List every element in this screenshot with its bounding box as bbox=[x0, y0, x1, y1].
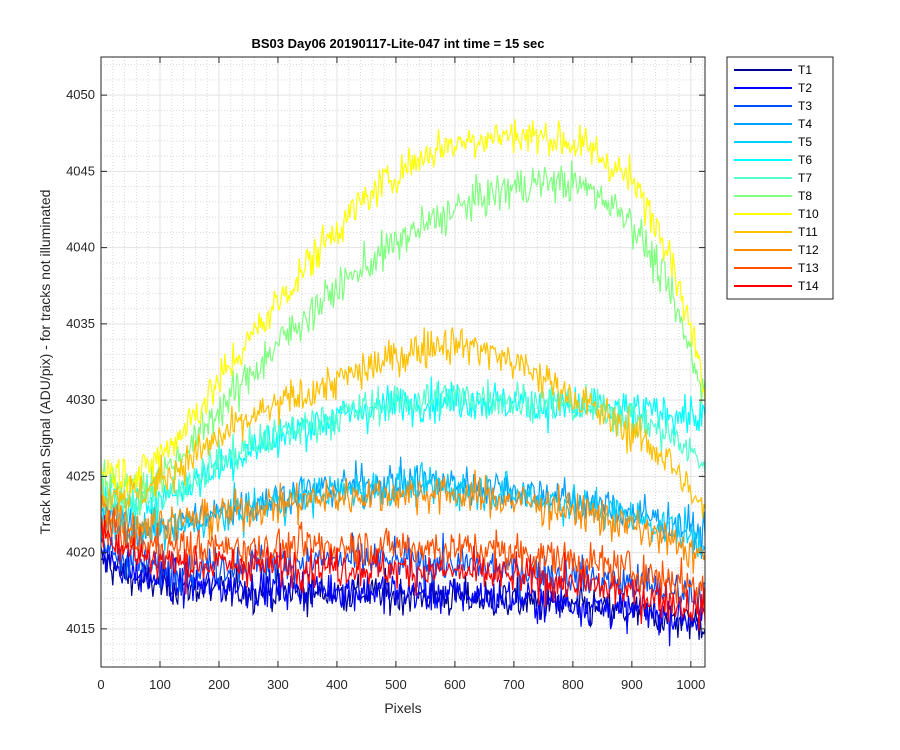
legend-label: T7 bbox=[798, 171, 812, 185]
legend-label: T6 bbox=[798, 153, 812, 167]
legend-label: T1 bbox=[798, 63, 812, 77]
series-line-t10 bbox=[100, 119, 706, 494]
legend-label: T4 bbox=[798, 117, 812, 131]
y-tick-label: 4020 bbox=[66, 545, 95, 560]
x-tick-label: 300 bbox=[267, 677, 289, 692]
series-line-t7 bbox=[100, 378, 706, 522]
x-tick-label: 600 bbox=[444, 677, 466, 692]
legend-label: T13 bbox=[798, 261, 819, 275]
y-tick-label: 4050 bbox=[66, 87, 95, 102]
legend-label: T8 bbox=[798, 189, 812, 203]
legend-label: T11 bbox=[798, 225, 818, 239]
legend-label: T14 bbox=[798, 279, 819, 293]
x-tick-label: 900 bbox=[621, 677, 643, 692]
y-tick-label: 4015 bbox=[66, 621, 95, 636]
major-grid bbox=[100, 57, 705, 667]
y-tick-label: 4030 bbox=[66, 392, 95, 407]
series-line-t3 bbox=[100, 532, 706, 615]
x-tick-label: 200 bbox=[208, 677, 230, 692]
axis-ticks: 0 100 200 300 400 500 600 700 800 900 1000 4015 4020… bbox=[66, 57, 705, 692]
x-tick-label: 800 bbox=[562, 677, 584, 692]
x-axis-label: Pixels bbox=[384, 700, 421, 716]
legend: T1 T2 T3 T4 T5 T6 T7 T8 T10 T11 T12 T13 T14 bbox=[726, 56, 834, 300]
x-tick-label: 100 bbox=[149, 677, 171, 692]
legend-label: T3 bbox=[798, 99, 812, 113]
x-tick-label: 700 bbox=[503, 677, 525, 692]
series-line-t11 bbox=[100, 327, 706, 519]
series-line-t13 bbox=[100, 507, 706, 604]
y-tick-label: 4025 bbox=[66, 468, 95, 483]
series-line-t12 bbox=[100, 469, 706, 574]
x-tick-label: 0 bbox=[97, 677, 104, 692]
series-line-t14 bbox=[100, 515, 706, 631]
legend-label: T2 bbox=[798, 81, 812, 95]
y-tick-label: 4045 bbox=[66, 163, 95, 178]
series-layer bbox=[100, 119, 706, 647]
x-tick-label: 400 bbox=[326, 677, 348, 692]
chart-title: BS03 Day06 20190117-Lite-047 int time = … bbox=[251, 36, 544, 51]
y-tick-label: 4040 bbox=[66, 240, 95, 255]
x-tick-label: 500 bbox=[385, 677, 407, 692]
y-axis-label: Track Mean Signal (ADU/pix) - for tracks… bbox=[37, 190, 53, 535]
legend-label: T5 bbox=[798, 135, 812, 149]
axes-box bbox=[100, 56, 706, 668]
legend-label: T12 bbox=[798, 243, 819, 257]
series-line-t2 bbox=[101, 542, 706, 647]
y-tick-label: 4035 bbox=[66, 316, 95, 331]
legend-label: T10 bbox=[798, 207, 819, 221]
x-tick-label: 1000 bbox=[676, 677, 705, 692]
